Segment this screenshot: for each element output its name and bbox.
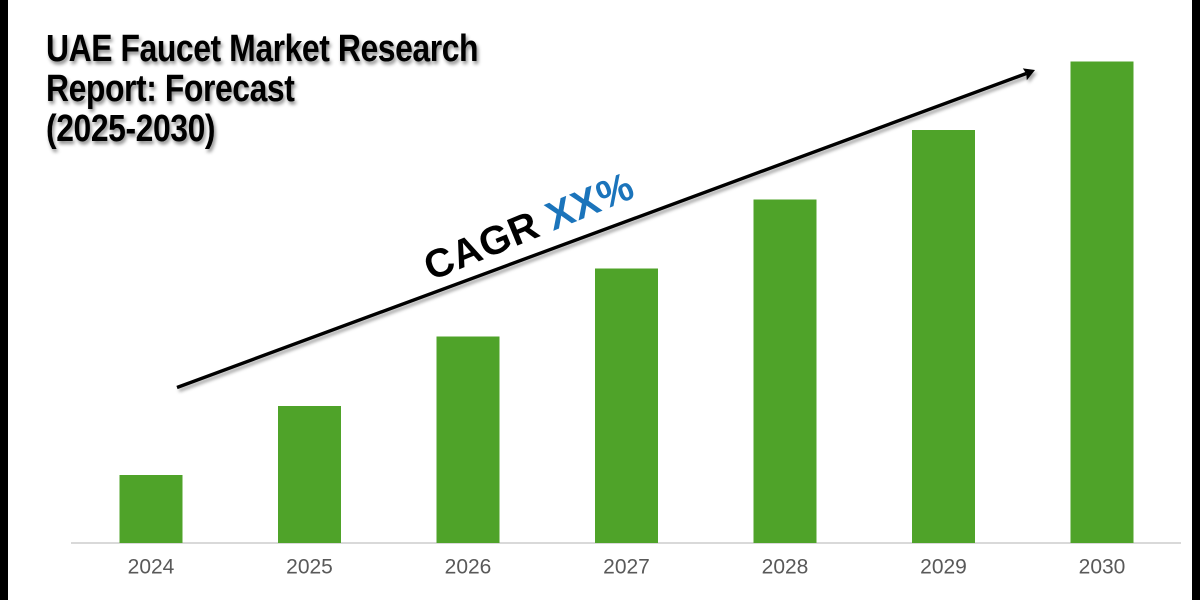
svg-text:2024: 2024	[128, 556, 175, 579]
svg-text:2029: 2029	[920, 556, 967, 579]
svg-text:2027: 2027	[603, 556, 650, 579]
svg-text:2030: 2030	[1079, 556, 1126, 579]
svg-text:2026: 2026	[445, 556, 492, 579]
svg-text:2025: 2025	[286, 556, 333, 579]
svg-text:2028: 2028	[762, 556, 809, 579]
